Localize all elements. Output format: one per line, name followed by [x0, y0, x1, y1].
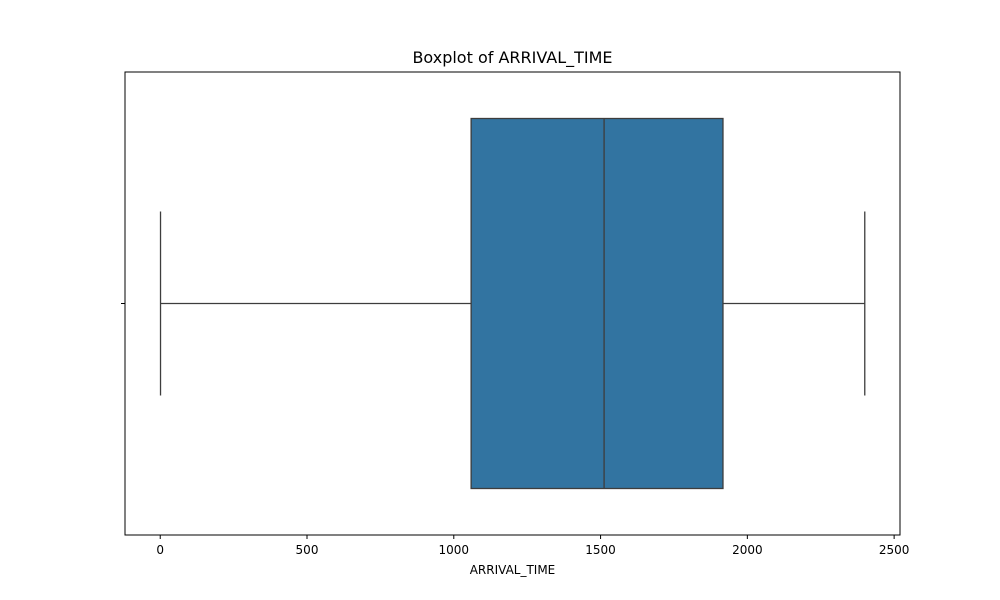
x-tick-label: 1500 — [585, 543, 616, 557]
plot-area — [124, 71, 901, 536]
x-axis-label: ARRIVAL_TIME — [470, 563, 556, 577]
chart-title: Boxplot of ARRIVAL_TIME — [412, 48, 612, 68]
x-tick-label: 1000 — [439, 543, 470, 557]
x-tick-label: 2500 — [879, 543, 910, 557]
x-tick-label: 2000 — [732, 543, 763, 557]
iqr-box — [470, 117, 724, 490]
x-axis: 0 500 1000 1500 2000 2500 — [121, 303, 910, 557]
x-tick-label: 500 — [296, 543, 319, 557]
x-tick-label: 0 — [156, 543, 164, 557]
